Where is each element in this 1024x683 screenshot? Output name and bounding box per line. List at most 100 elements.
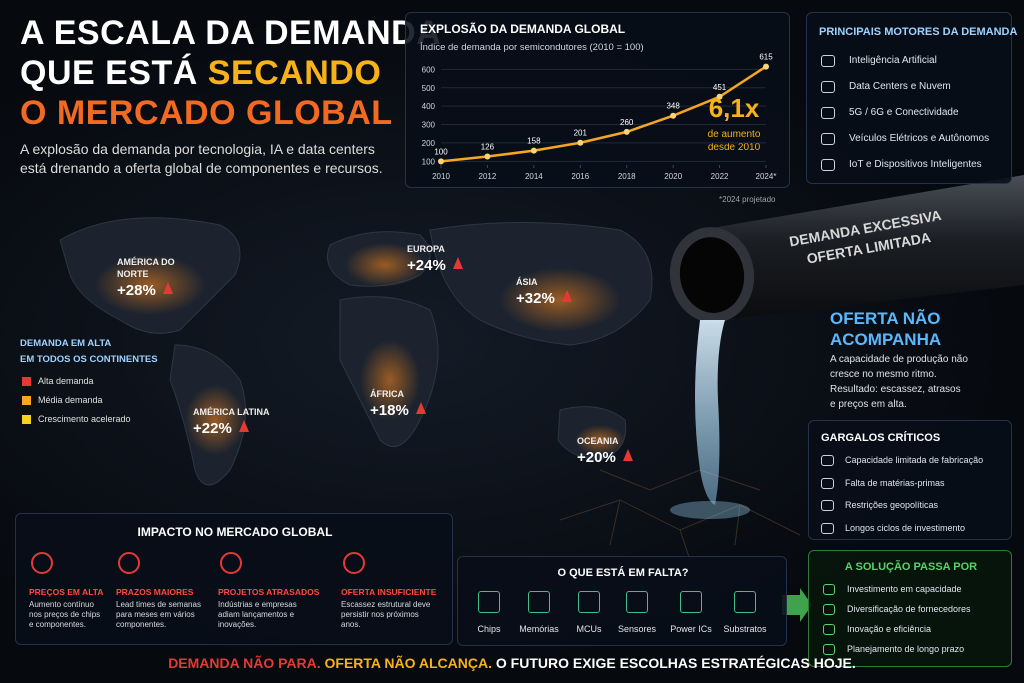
driver-item: 5G / 6G e Conectividade [849,107,959,118]
shortage-icon [680,591,702,613]
chart-subtitle: Índice de demanda por semicondutores (20… [420,42,644,53]
shortage-label: Power ICs [670,624,712,634]
solution-item: Inovação e eficiência [847,624,932,634]
icon [821,133,835,145]
region-name: ÁSIA [516,277,538,287]
region-name: OCEANIA [577,436,619,446]
text-line: cresce no mesmo ritmo. [830,369,937,380]
data-point [623,128,630,135]
legend-label: Alta demanda [38,376,94,386]
supply-title-line: OFERTA NÃO [830,309,941,328]
region-name: ÁFRICA [370,389,404,399]
panel-title: IMPACTO NO MERCADO GLOBAL [137,525,333,539]
title: QUE ESTÁ SECANDO [20,54,381,93]
impact-text: persistir nos próximos [341,610,419,619]
data-label: 158 [527,137,541,146]
shortage-icon [528,591,550,613]
bottleneck-item: Capacidade limitada de fabricação [845,455,984,465]
driver-item: Veículos Elétricos e Autônomos [849,133,990,144]
impact-text: anos. [341,620,361,629]
text-line: A capacidade de produção não [830,354,968,365]
impact-text: adiam lançamentos e [218,610,295,619]
region-name: AMÉRICA LATINA [193,407,270,417]
impact-text: Aumento contínuo [29,600,94,609]
data-label: 100 [434,147,448,156]
icon [823,624,835,635]
title-text: QUE ESTÁ [20,54,198,92]
supply-title: OFERTA NÃO ACOMPANHA [830,308,941,350]
driver-item: IoT e Dispositivos Inteligentes [849,159,982,170]
legend-label: Crescimento acelerado [38,414,131,424]
impact-text: Indústrias e empresas [218,600,297,609]
supply-text: A capacidade de produção não cresce no m… [830,352,968,412]
x-tick-label: 2010 [432,172,450,181]
impact-text: para meses em vários [116,610,195,619]
impact-title: PRAZOS MAIORES [116,587,194,597]
chart-note: *2024 projetado [719,195,776,204]
data-point [484,153,491,160]
shortage-label: MCUs [576,624,602,634]
data-point [670,112,677,119]
shortage-icon [478,591,500,613]
up-arrow [416,402,426,414]
impact-text: Lead times de semanas [116,600,201,609]
icon [821,522,834,534]
driver-item: Inteligência Artificial [849,55,937,66]
legend-swatch [22,415,31,424]
shortage-icon [626,591,648,613]
chart-panel: EXPLOSÃO DA DEMANDA GLOBAL Índice de dem… [405,12,790,188]
footer-part: O FUTURO EXIGE ESCOLHAS ESTRATÉGICAS HOJ… [495,655,856,671]
data-point [530,147,537,154]
solution-panel: A SOLUÇÃO PASSA POR Investimento em capa… [808,550,1012,667]
data-label: 126 [481,143,495,152]
legend-title-line: EM TODOS OS CONTINENTES [20,354,158,365]
arrow [782,588,812,622]
icon [823,584,835,595]
x-tick-label: 2012 [479,172,497,181]
panel-title: PRINCIPAIS MOTORES DA DEMANDA [819,26,1018,38]
shortage-label: Sensores [617,624,657,634]
icon [821,81,835,93]
legend-title: DEMANDA EM ALTA EM TODOS OS CONTINENTES [20,336,158,368]
title: A ESCALA DA DEMANDA [20,14,442,52]
bottleneck-item: Falta de matérias-primas [845,477,945,488]
data-line [440,65,767,163]
y-tick-label: 100 [422,157,436,166]
annotation: 6,1x [709,93,760,123]
text-line: Resultado: escassez, atrasos [830,384,961,395]
panel-title: A SOLUÇÃO PASSA POR [844,561,978,573]
impact-text: componentes. [116,620,167,629]
impact-text: e componentes. [29,620,86,629]
city-lights [95,243,625,455]
x-tick-label: 2024* [756,172,777,181]
solution-item: Diversificação de fornecedores [847,604,971,614]
data-label: 348 [666,102,680,111]
y-tick-label: 200 [422,139,436,148]
drivers-panel: PRINCIPAIS MOTORES DA DEMANDA Inteligênc… [806,12,1017,184]
icon [821,159,835,171]
shortage-panel: O QUE ESTÁ EM FALTA? Chips Memórias MCUs Se… [457,556,787,646]
icon [821,55,835,67]
data-point [763,63,769,70]
title: O MERCADO GLOBAL [20,94,393,132]
chart: EXPLOSÃO DA DEMANDA GLOBAL Índice de dem… [420,21,777,181]
x-tick-label: 2022 [711,172,729,181]
up-arrow [163,282,173,294]
annotation-text: de aumento [708,129,761,140]
icon [821,500,834,511]
shortage-label: Memórias [519,624,559,634]
impact-text: inovações. [218,620,257,629]
impact-icon [118,552,140,574]
legend-swatch [22,377,31,386]
impact-icon [343,552,365,574]
icon [821,477,834,489]
impact-title: PREÇOS EM ALTA [29,587,104,597]
data-label: 260 [620,118,634,127]
impact-icon [220,552,242,574]
x-tick-label: 2014 [525,172,543,181]
icon [823,604,835,615]
icon [821,455,834,466]
data-point [716,93,723,100]
up-arrow [453,257,463,269]
up-arrow [623,449,633,461]
